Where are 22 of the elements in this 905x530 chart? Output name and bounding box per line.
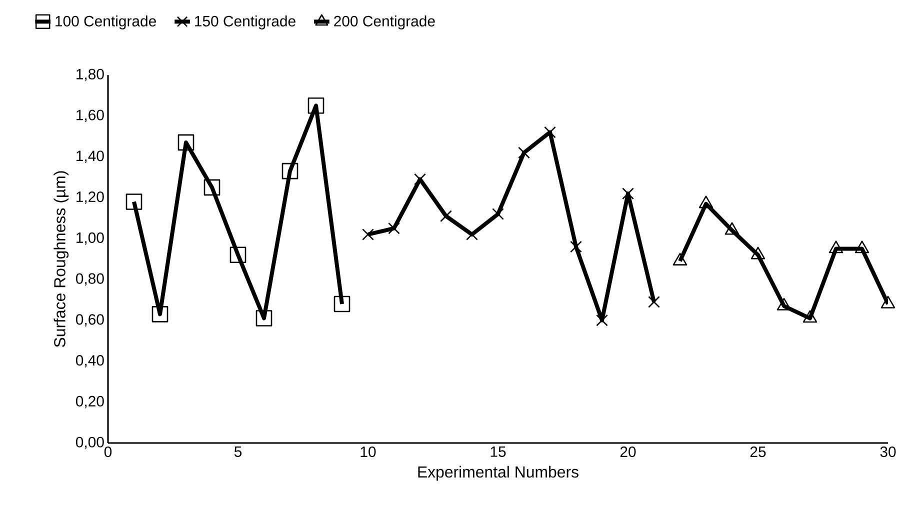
y-tick-label: 1,20 [76,191,104,204]
y-tick-label: 1,60 [76,110,104,122]
y-tick-label: 0,40 [76,355,104,368]
legend-label: 100 Centigrade [56,15,156,30]
x-tick-label: 5 [234,446,242,457]
legend-label: 150 Centigrade [195,15,296,30]
x-tick-label: 25 [750,446,766,458]
x-tick-label: 30 [880,446,896,458]
x-tick-label: 0 [104,446,112,458]
y-tick-label: 1,00 [76,232,104,245]
y-tick-label: 0,80 [76,273,104,286]
x-tick-label: 10 [360,446,376,458]
y-tick-label: 0,20 [76,396,104,408]
x-tick-label: 15 [490,446,506,457]
y-tick-label: 1,40 [76,150,104,163]
y-tick-label: 1,80 [76,68,104,82]
y-tick-label: 0,00 [76,436,104,450]
x-tick-label: 20 [620,446,636,458]
y-axis-title: Surface Roughness (µm) [54,171,69,348]
x-axis-title: Experimental Numbers [418,466,578,481]
y-tick-label: 0,60 [76,314,104,326]
legend-label: 200 Centigrade [334,15,435,30]
